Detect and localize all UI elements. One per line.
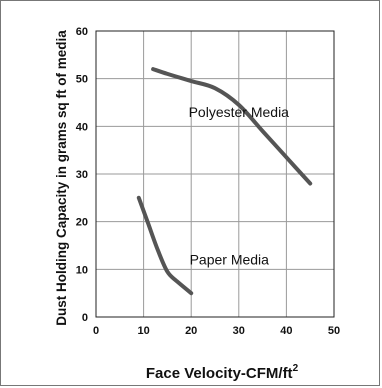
x-tick-label: 50: [328, 325, 340, 337]
y-tick-label: 40: [76, 121, 88, 133]
series-line-paper-media: [136, 195, 194, 296]
y-tick-label: 30: [76, 169, 88, 181]
plot-area: [95, 30, 335, 318]
y-axis-title: Dust Holding Capacity in grams sq ft of …: [54, 30, 69, 326]
y-tick-label: 20: [76, 217, 88, 229]
x-tick-label: 10: [137, 325, 149, 337]
x-axis-title-text: Face Velocity-CFM/ft: [146, 365, 293, 382]
x-tick-label: 40: [280, 325, 292, 337]
x-tick-label: 0: [93, 325, 99, 337]
x-tick-label: 30: [233, 325, 245, 337]
x-axis-title-superscript: 2: [293, 363, 299, 374]
y-tick-label: 50: [76, 74, 88, 86]
y-tick-label: 60: [76, 26, 88, 38]
x-axis-title: Face Velocity-CFM/ft2: [146, 363, 299, 382]
annotations: Polyester Media Paper Media: [189, 104, 290, 268]
annotation-paper-media: Paper Media: [190, 252, 270, 268]
y-tick-label: 0: [82, 312, 88, 324]
series-line-polyester-media: [151, 67, 313, 186]
series-lines: [136, 67, 313, 296]
x-tick-label: 20: [185, 325, 197, 337]
tick-labels: 0 10 20 30 40 50 0 10 20 30 40 50 60: [76, 26, 340, 337]
y-tick-label: 10: [76, 264, 88, 276]
annotation-polyester-media: Polyester Media: [189, 104, 290, 120]
grid-lines: [96, 31, 334, 317]
